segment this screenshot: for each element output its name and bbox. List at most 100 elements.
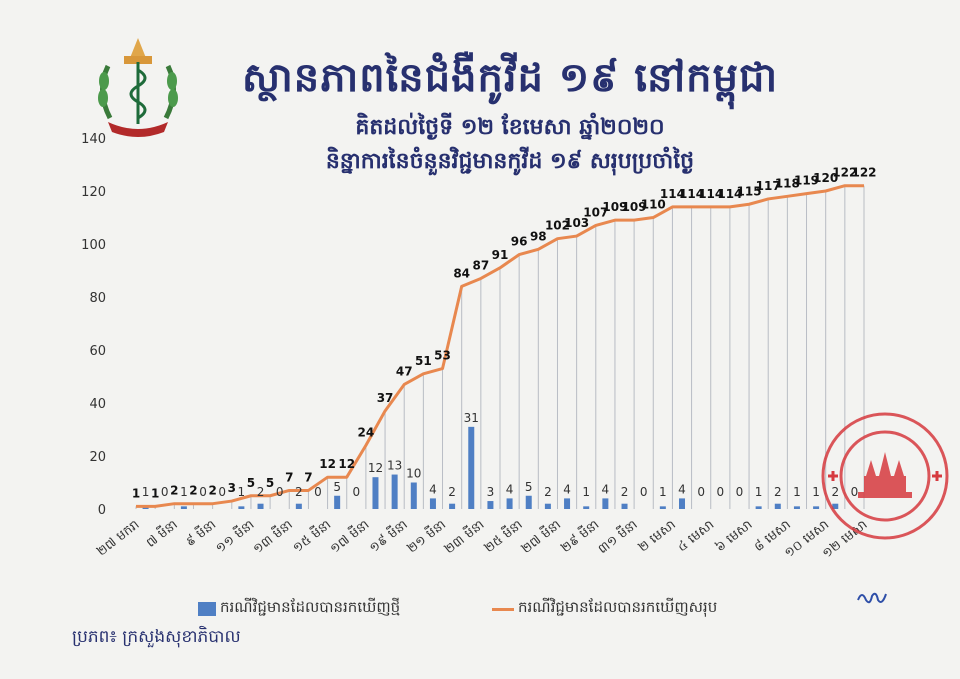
x-tick-label: ៣១ មីនា [594, 516, 640, 558]
y-tick-label: 80 [89, 291, 106, 306]
x-tick-label: ១១ មីនា [212, 516, 257, 557]
total-cases-label: 114 [679, 187, 704, 201]
total-cases-label: 47 [396, 364, 413, 378]
new-cases-label: 31 [464, 411, 479, 425]
new-cases-label: 12 [368, 461, 383, 475]
laurel-wreath-icon [98, 64, 178, 120]
signature-icon [857, 592, 887, 604]
new-cases-label: 1 [180, 485, 188, 499]
total-cases-label: 51 [415, 354, 432, 368]
new-cases-label: 0 [640, 485, 648, 499]
drop-lines [135, 185, 865, 509]
total-cases-label: 2 [208, 484, 216, 498]
new-cases-bar [679, 498, 685, 509]
new-cases-bar [755, 506, 762, 509]
new-cases-bar [525, 495, 532, 509]
new-cases-label: 4 [602, 482, 610, 496]
total-cases-label: 1 [151, 486, 159, 500]
total-cases-label: 7 [285, 470, 293, 484]
new-cases-label: 0 [352, 485, 360, 499]
new-cases-label: 1 [755, 485, 763, 499]
new-cases-label: 4 [563, 482, 571, 496]
new-cases-label: 1 [812, 485, 820, 499]
total-cases-line [136, 184, 864, 508]
new-cases-label: 2 [544, 485, 552, 499]
new-cases-bar [487, 501, 494, 509]
y-tick-label: 140 [81, 132, 106, 147]
new-cases-bar [391, 474, 398, 509]
total-cases-label: 109 [622, 200, 647, 214]
new-cases-label: 0 [276, 485, 284, 499]
legend-total-cases-label: ករណីវិជ្ជមានដែលបានរកឃើញសរុប [518, 598, 718, 616]
new-cases-label: 0 [314, 485, 322, 499]
new-cases-label: 1 [582, 485, 590, 499]
new-cases-bar [602, 498, 609, 509]
total-cases-label: 109 [602, 200, 627, 214]
new-cases-label: 4 [678, 482, 686, 496]
new-cases-bar [238, 506, 245, 509]
y-tick-label: 40 [89, 397, 106, 412]
total-cases-label: 2 [189, 484, 197, 498]
total-cases-label: 98 [530, 229, 547, 243]
total-cases-label: 5 [247, 476, 255, 490]
new-cases-label: 0 [697, 485, 705, 499]
total-cases-label: 103 [564, 216, 589, 230]
x-tick-label: ១៩ មីនា [366, 516, 411, 556]
new-cases-bar [832, 503, 839, 509]
new-cases-bar [295, 503, 302, 509]
new-cases-bar [774, 503, 781, 509]
new-cases-label: 13 [387, 459, 402, 473]
total-cases-label: 3 [228, 481, 236, 495]
total-cases-label: 120 [813, 171, 838, 185]
new-cases-label: 0 [218, 485, 226, 499]
new-cases-bar [621, 503, 628, 509]
total-cases-label: 37 [377, 391, 394, 405]
y-tick-label: 60 [89, 344, 106, 359]
total-cases-label: 1 [132, 486, 140, 500]
total-cases-label: 24 [358, 425, 375, 439]
x-tick-label: ២៥ មីនា [481, 516, 526, 556]
total-cases-label: 122 [851, 166, 876, 180]
x-tick-label: ៧ មីនា [142, 516, 180, 551]
total-cases-label: 7 [304, 470, 312, 484]
new-cases-bar [564, 498, 571, 509]
new-cases-label: 4 [506, 482, 514, 496]
new-cases-bar [429, 498, 436, 509]
new-cases-label: 0 [161, 485, 169, 499]
x-tick-label: ២១ មីនា [403, 516, 448, 557]
new-cases-bar [583, 506, 590, 509]
x-tick-label: ២៩ មីនា [557, 516, 602, 556]
new-cases-bar [793, 506, 800, 509]
x-tick-label: ២៧ មីនា [518, 516, 564, 557]
total-cases-label: 2 [170, 484, 178, 498]
new-cases-label: 1 [793, 485, 801, 499]
x-tick-label: ២៣ មីនា [441, 516, 487, 558]
x-tick-label: ២ មេសា [636, 517, 679, 555]
new-cases-label: 2 [774, 485, 782, 499]
new-cases-label: 3 [487, 485, 495, 499]
y-tick-label: 100 [81, 238, 106, 253]
caduceus-icon [129, 62, 147, 124]
x-axis: ២៧ មករា៧ មីនា៩ មីនា១១ មីនា១៣ មីនា១៥ មីនា… [94, 516, 870, 562]
x-tick-label: ១៥ មីនា [289, 516, 334, 556]
total-cases-label: 107 [583, 205, 608, 219]
total-cases-label: 12 [338, 457, 355, 471]
new-cases-label: 5 [333, 480, 341, 494]
legend-total-cases: ករណីវិជ្ជមានដែលបានរកឃើញសរុប [492, 598, 717, 620]
total-cases-label: 5 [266, 476, 274, 490]
total-cases-label: 114 [698, 187, 723, 201]
total-cases-label: 122 [832, 166, 857, 180]
new-cases-label: 0 [716, 485, 724, 499]
new-cases-bar [257, 503, 264, 509]
new-cases-bar [544, 503, 551, 509]
total-cases-label: 115 [737, 184, 762, 198]
total-cases-label: 102 [545, 219, 570, 233]
x-tick-label: ៤ មេសា [675, 517, 718, 555]
ribbon-icon [108, 122, 168, 137]
temple-icon [858, 452, 912, 498]
legend-new-cases: ករណីវិជ្ជមានដែលបានរកឃើញថ្មី [198, 598, 400, 620]
new-cases-label: 0 [851, 485, 859, 499]
new-cases-label: 1 [659, 485, 667, 499]
new-cases-label: 5 [525, 480, 533, 494]
